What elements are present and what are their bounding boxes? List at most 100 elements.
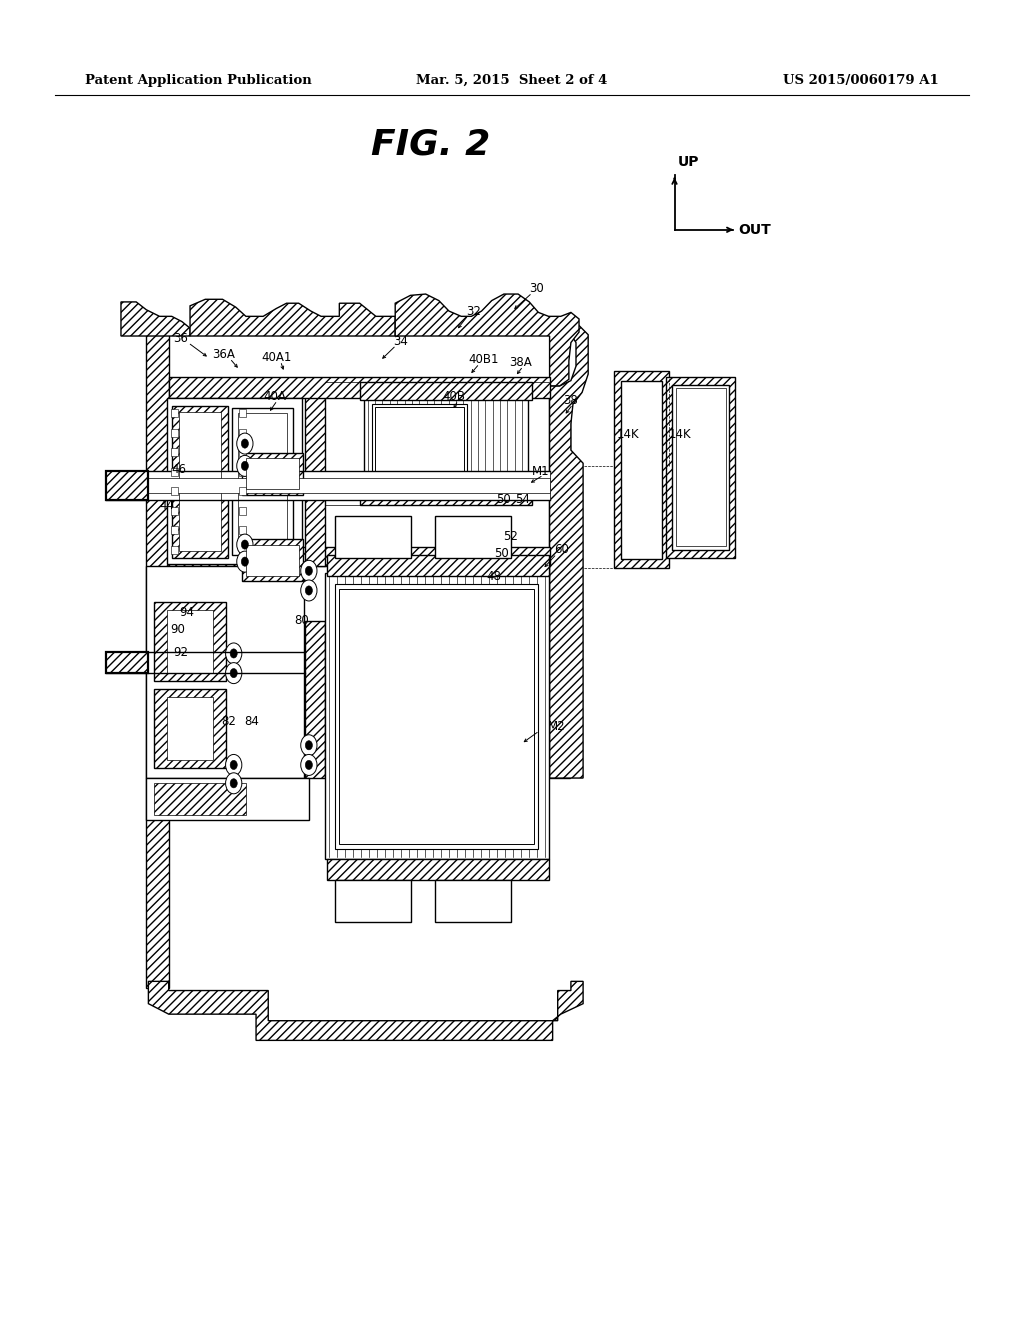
Circle shape (237, 455, 253, 477)
Bar (246, 545, 299, 576)
Text: 36A: 36A (212, 348, 234, 360)
Circle shape (230, 779, 238, 788)
Text: 30: 30 (529, 282, 544, 296)
Text: 38: 38 (563, 393, 579, 407)
Bar (667, 376, 735, 557)
Circle shape (225, 755, 242, 775)
Text: 82: 82 (221, 715, 237, 729)
Bar (239, 527, 246, 535)
Circle shape (242, 557, 249, 566)
Text: 50: 50 (497, 494, 511, 507)
Bar (105, 471, 550, 500)
Text: 80: 80 (294, 614, 309, 627)
Circle shape (305, 741, 312, 750)
Bar (339, 589, 535, 843)
Bar (105, 478, 550, 494)
Circle shape (237, 552, 253, 572)
Text: 94: 94 (179, 606, 195, 619)
Circle shape (225, 663, 242, 684)
Polygon shape (148, 981, 583, 1040)
Bar (239, 546, 246, 554)
Bar (171, 527, 178, 535)
Bar (105, 652, 148, 673)
Bar (146, 777, 309, 820)
Bar (335, 583, 539, 849)
Bar (676, 388, 726, 546)
Bar (325, 573, 549, 859)
Circle shape (225, 643, 242, 664)
Circle shape (230, 668, 238, 677)
Bar (155, 783, 246, 814)
Bar (239, 467, 246, 475)
Bar (621, 380, 663, 558)
Circle shape (237, 433, 253, 454)
Circle shape (242, 540, 249, 549)
Circle shape (301, 579, 317, 601)
Text: 40B: 40B (442, 389, 466, 403)
Text: Patent Application Publication: Patent Application Publication (85, 74, 312, 87)
Polygon shape (550, 326, 588, 777)
Text: 52: 52 (504, 531, 518, 544)
Text: M2: M2 (548, 721, 565, 734)
Bar (167, 697, 213, 760)
Circle shape (242, 440, 249, 449)
Bar (239, 487, 246, 495)
Text: 48: 48 (486, 569, 501, 582)
Circle shape (237, 535, 253, 556)
Bar (171, 507, 178, 515)
Text: UP: UP (678, 156, 699, 169)
Bar (242, 540, 303, 581)
Bar (172, 405, 227, 557)
Bar (167, 610, 213, 673)
Bar (359, 487, 532, 506)
Text: US 2015/0060179 A1: US 2015/0060179 A1 (782, 74, 939, 87)
Bar (305, 384, 325, 565)
Bar (335, 880, 412, 923)
Text: FIG. 2: FIG. 2 (371, 128, 490, 161)
Circle shape (230, 760, 238, 770)
Text: Mar. 5, 2015  Sheet 2 of 4: Mar. 5, 2015 Sheet 2 of 4 (417, 74, 607, 87)
Bar (169, 548, 550, 565)
Circle shape (242, 461, 249, 470)
Circle shape (225, 772, 242, 793)
Bar (155, 602, 225, 681)
Bar (146, 333, 169, 987)
Bar (171, 449, 178, 457)
Circle shape (305, 566, 312, 576)
Polygon shape (395, 294, 579, 385)
Bar (239, 429, 246, 437)
Bar (305, 620, 325, 777)
Bar (171, 546, 178, 554)
Bar (242, 453, 303, 495)
Circle shape (301, 755, 317, 775)
Circle shape (305, 586, 312, 595)
Text: 44: 44 (159, 499, 174, 512)
Polygon shape (121, 302, 190, 337)
Bar (239, 409, 246, 417)
Circle shape (230, 649, 238, 659)
Bar (435, 880, 511, 923)
Circle shape (301, 735, 317, 756)
Bar (673, 384, 729, 550)
Bar (239, 507, 246, 515)
Text: OUT: OUT (738, 223, 771, 236)
Text: 60: 60 (554, 544, 569, 556)
Text: 34: 34 (393, 335, 408, 347)
Text: 40B1: 40B1 (468, 354, 499, 366)
Bar (231, 408, 293, 556)
Circle shape (305, 760, 312, 770)
Text: 14K: 14K (669, 428, 691, 441)
Text: 50: 50 (495, 548, 509, 560)
Bar (167, 397, 302, 564)
Bar (146, 565, 304, 777)
Text: 90: 90 (170, 623, 185, 636)
Text: 36: 36 (173, 333, 188, 345)
Text: 40A1: 40A1 (261, 351, 292, 363)
Bar (169, 376, 550, 397)
Text: 14K: 14K (616, 428, 639, 441)
Bar (171, 409, 178, 417)
Bar (171, 467, 178, 475)
Bar (105, 471, 148, 500)
Bar (359, 381, 532, 400)
Text: 38A: 38A (509, 356, 531, 368)
